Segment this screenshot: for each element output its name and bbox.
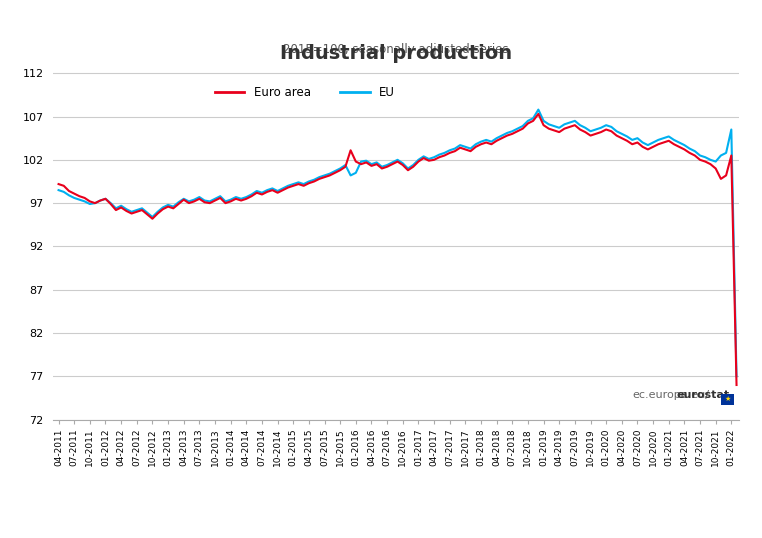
Legend: Euro area, EU: Euro area, EU bbox=[210, 81, 400, 103]
Text: ★: ★ bbox=[725, 397, 731, 402]
Text: 2015=100, seasonally adjusted series: 2015=100, seasonally adjusted series bbox=[283, 43, 509, 56]
FancyBboxPatch shape bbox=[722, 394, 734, 405]
Text: ec.europa.eu/: ec.europa.eu/ bbox=[632, 390, 710, 400]
Text: eurostat: eurostat bbox=[676, 390, 729, 400]
Title: Industrial production: Industrial production bbox=[280, 44, 512, 63]
